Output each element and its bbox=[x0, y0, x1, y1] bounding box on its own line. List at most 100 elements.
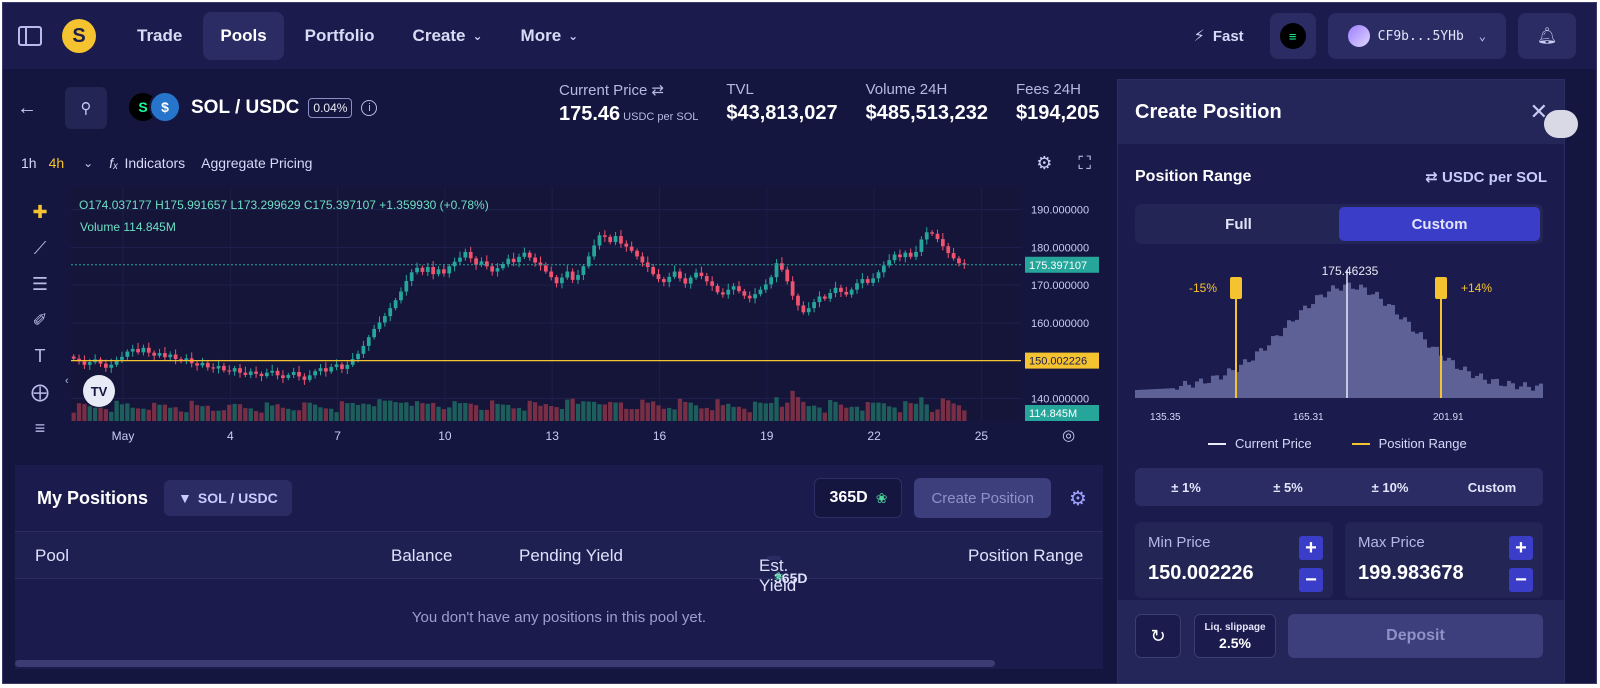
quick-range-1pct[interactable]: ± 1% bbox=[1171, 479, 1201, 495]
brush-icon[interactable]: ✐ bbox=[32, 309, 48, 330]
liquidity-distribution-chart[interactable]: 175.46235 -15% +14% 135.35 165.31 201.91 bbox=[1135, 256, 1545, 426]
yield-period-button[interactable]: 365D ❀ bbox=[814, 478, 903, 518]
text-tool-icon[interactable]: T bbox=[34, 345, 46, 366]
legend-current-price: Current Price bbox=[1208, 436, 1312, 451]
side-logo-tab[interactable] bbox=[1544, 110, 1578, 138]
trendline-icon[interactable]: ⟋ bbox=[33, 237, 47, 258]
volume-bar bbox=[355, 404, 361, 421]
swap-direction-icon[interactable]: ⇄ bbox=[651, 82, 665, 99]
tradingview-logo[interactable]: TV bbox=[83, 375, 115, 407]
aggregate-pricing-button[interactable]: Aggregate Pricing bbox=[201, 155, 313, 171]
nav-item-trade[interactable]: Trade bbox=[120, 12, 199, 60]
candle-body bbox=[329, 367, 334, 372]
min-price-increment-plus-icon[interactable]: + bbox=[1299, 536, 1323, 560]
stat-label: Current Price ⇄ bbox=[559, 81, 698, 99]
volume-bar bbox=[527, 400, 532, 421]
price-chart[interactable]: ✚ ⟋ ☰ ✐ T ⨁ ≡ 190.000000 180.000000 170.00… bbox=[15, 185, 1105, 451]
app-logo[interactable]: S bbox=[62, 19, 96, 53]
deposit-button[interactable]: Deposit bbox=[1288, 614, 1543, 658]
col-pool[interactable]: Pool bbox=[35, 546, 70, 565]
back-arrow-icon[interactable]: ← bbox=[17, 96, 37, 119]
liquidity-bar bbox=[1371, 294, 1375, 398]
fast-mode-button[interactable]: ⚡︎ Fast bbox=[1180, 16, 1258, 56]
collapse-arrow-icon[interactable]: ‹ bbox=[65, 375, 69, 387]
horizontal-scrollbar[interactable] bbox=[15, 660, 995, 667]
fullscreen-icon[interactable]: ⛶ bbox=[1078, 152, 1091, 173]
liquidity-bar bbox=[1307, 308, 1311, 398]
range-mode-full[interactable]: Full bbox=[1225, 215, 1252, 233]
candle-body bbox=[270, 370, 275, 373]
notifications-bell-icon[interactable]: 🔔︎ bbox=[1518, 13, 1576, 59]
unit-toggle[interactable]: ⇄ USDC per SOL bbox=[1425, 168, 1547, 186]
max-price-increment-plus-icon[interactable]: + bbox=[1509, 536, 1533, 560]
liquidity-bar bbox=[1243, 359, 1247, 398]
search-icon[interactable]: ⚲ bbox=[65, 87, 107, 129]
volume-bar bbox=[200, 406, 205, 421]
liquidity-bar bbox=[1375, 291, 1379, 398]
liquidity-bar bbox=[1135, 390, 1139, 398]
candle-body bbox=[452, 261, 457, 267]
volume-bar bbox=[860, 410, 865, 421]
indicators-button[interactable]: fₓ Indicators bbox=[109, 155, 185, 171]
volume-bar bbox=[339, 401, 345, 421]
network-button[interactable]: ≡ bbox=[1269, 13, 1316, 59]
nav-item-portfolio[interactable]: Portfolio bbox=[288, 12, 392, 60]
col-balance[interactable]: Balance bbox=[391, 546, 453, 565]
current-price-value: 175.46 bbox=[559, 103, 621, 125]
nav-item-create[interactable]: Create ⌄ bbox=[396, 12, 500, 60]
col-pending-yield[interactable]: Pending Yield bbox=[519, 546, 623, 565]
close-icon[interactable]: ✕ bbox=[1529, 99, 1548, 124]
liquidity-bar bbox=[1519, 386, 1523, 398]
min-price-decrement-minus-icon[interactable]: − bbox=[1299, 568, 1323, 592]
timeframe-1h[interactable]: 1h bbox=[21, 155, 37, 171]
volume-bar bbox=[71, 412, 76, 421]
volume-bar bbox=[935, 409, 940, 421]
nav-item-more[interactable]: More ⌄ bbox=[504, 12, 596, 60]
quick-range-custom[interactable]: Custom bbox=[1467, 479, 1517, 495]
lower-range-handle[interactable] bbox=[1230, 277, 1242, 299]
candle-body bbox=[173, 354, 178, 360]
candle-body bbox=[157, 353, 162, 356]
timeframe-4h[interactable]: 4h bbox=[48, 155, 65, 171]
settings-gear-icon[interactable]: ⚙ bbox=[1036, 152, 1053, 173]
range-mode-custom[interactable]: Custom bbox=[1339, 207, 1540, 241]
pool-filter-button[interactable]: ▼ SOL / USDC bbox=[164, 480, 292, 516]
liquidity-slippage-button[interactable]: Liq. slippage 2.5% bbox=[1194, 614, 1276, 658]
pattern-icon[interactable]: ⨁ bbox=[31, 381, 49, 402]
volume-bar bbox=[157, 404, 162, 421]
col-position-range[interactable]: Position Range bbox=[968, 546, 1084, 565]
axis-badge-bg bbox=[1025, 405, 1099, 421]
candle-body bbox=[592, 245, 596, 257]
quick-range-10pct[interactable]: ± 10% bbox=[1371, 479, 1409, 495]
refresh-icon[interactable]: ↻ bbox=[1135, 614, 1181, 658]
create-position-button[interactable]: Create Position bbox=[914, 478, 1051, 518]
sidebar-toggle-icon[interactable] bbox=[18, 26, 42, 46]
max-price-input[interactable]: 199.983678 bbox=[1358, 562, 1464, 584]
volume-bar bbox=[125, 403, 130, 421]
candle-body bbox=[404, 280, 409, 292]
chart-settings-icon[interactable]: ◎ bbox=[1062, 427, 1075, 444]
measure-icon[interactable]: ≡ bbox=[34, 417, 46, 438]
candle-body bbox=[425, 267, 430, 272]
chart-toolbar: 1h 4h ⌄ fₓ Indicators Aggregate Pricing ⚙… bbox=[21, 151, 1101, 175]
crosshair-icon[interactable]: ✚ bbox=[32, 201, 48, 222]
quick-range-5pct[interactable]: ± 5% bbox=[1273, 479, 1303, 495]
upper-range-handle[interactable] bbox=[1435, 277, 1447, 299]
candle-body bbox=[98, 359, 103, 364]
wallet-button[interactable]: CF9b...5YHb ⌄ bbox=[1327, 13, 1506, 59]
positions-settings-gear-icon[interactable]: ⚙ bbox=[1069, 487, 1087, 510]
axis-price-badge: 175.397107 bbox=[1025, 256, 1099, 273]
nav-item-pools[interactable]: Pools bbox=[203, 12, 284, 60]
fib-lines-icon[interactable]: ☰ bbox=[31, 273, 49, 294]
info-icon[interactable]: i bbox=[361, 100, 378, 116]
chevron-down-icon[interactable]: ⌄ bbox=[83, 156, 94, 170]
liquidity-bar bbox=[1475, 375, 1479, 398]
min-price-input[interactable]: 150.002226 bbox=[1148, 562, 1254, 584]
candlestick-chart-svg[interactable]: 190.000000 180.000000 170.000000 160.000000… bbox=[15, 185, 1105, 451]
liquidity-bar bbox=[1227, 368, 1231, 398]
candle-body bbox=[168, 354, 173, 358]
est-yield-period-badge[interactable]: 365D ❀ bbox=[767, 556, 807, 586]
current-price-marker-label: 175.46235 bbox=[1322, 264, 1379, 278]
max-price-decrement-minus-icon[interactable]: − bbox=[1509, 568, 1533, 592]
legend-position-range: Position Range bbox=[1351, 436, 1467, 451]
